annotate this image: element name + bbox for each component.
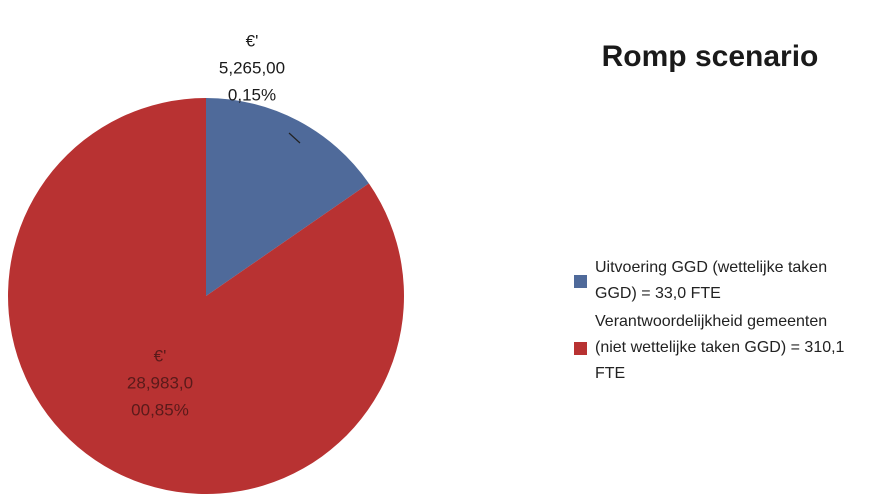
data-label: €'	[246, 31, 259, 50]
data-label: 0,15%	[228, 85, 276, 104]
chart-title: Romp scenario	[601, 40, 819, 73]
pie-slice	[8, 98, 404, 494]
legend: Uitvoering GGD (wettelijke taken GGD) = …	[574, 255, 864, 389]
data-label: 00,85%	[131, 400, 189, 419]
legend-swatch	[574, 341, 587, 355]
data-labels: €' 5,265,00 0,15% €' 28,983,0 00,85%	[127, 31, 285, 419]
leader-line	[288, 132, 301, 144]
legend-item: Uitvoering GGD (wettelijke taken GGD) = …	[574, 255, 864, 307]
data-label: 5,265,00	[219, 58, 285, 77]
data-label: €'	[154, 346, 167, 365]
legend-label: Verantwoordelijkheid gemeenten (niet wet…	[595, 313, 845, 382]
legend-swatch	[574, 274, 587, 288]
legend-item: Verantwoordelijkheid gemeenten (niet wet…	[574, 309, 864, 387]
pie	[8, 98, 404, 494]
pie-slice	[206, 98, 369, 296]
legend-label: Uitvoering GGD (wettelijke taken GGD) = …	[595, 259, 828, 302]
data-label: 28,983,0	[127, 373, 193, 392]
